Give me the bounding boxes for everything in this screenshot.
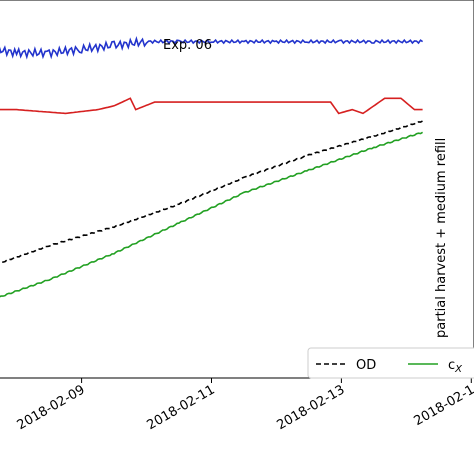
x-ticks: 2018-02-09 2018-02-11 2018-02-13 2018-02-1 — [15, 378, 474, 433]
x-tick-label: 2018-02-13 — [274, 382, 347, 433]
series-layer — [0, 36, 424, 298]
series-line-cx — [0, 131, 424, 298]
x-tick-label: 2018-02-1 — [412, 382, 474, 429]
legend-cx-sub: X — [454, 364, 463, 375]
x-tick-label: 2018-02-09 — [15, 382, 88, 433]
legend-box — [307, 347, 474, 379]
series-line-blue — [0, 36, 424, 60]
annotation-refill: partial harvest + medium refill — [434, 138, 449, 338]
legend-od-label: OD — [356, 358, 376, 373]
legend: OD cX — [307, 347, 474, 379]
plot-area — [0, 0, 474, 379]
series-line-od — [0, 120, 423, 264]
annotation-exp: Exp. 06 — [163, 38, 212, 53]
x-tick-label: 2018-02-11 — [145, 382, 218, 433]
legend-cx-base: c — [448, 358, 455, 373]
series-line-red — [0, 97, 423, 115]
legend-cx-label: cX — [448, 358, 463, 375]
